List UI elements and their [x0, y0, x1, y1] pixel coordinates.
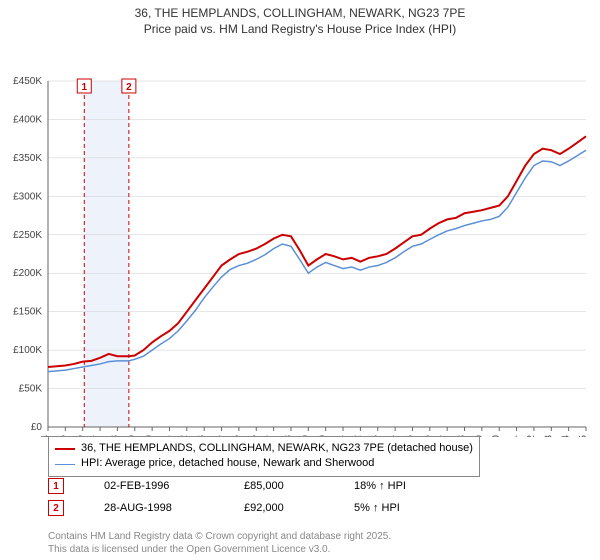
footer-line-1: Contains HM Land Registry data © Crown c…	[48, 530, 391, 543]
y-tick-label: £350K	[13, 153, 42, 164]
y-tick-label: £50K	[19, 384, 43, 395]
attribution-footer: Contains HM Land Registry data © Crown c…	[48, 530, 391, 556]
legend-box: 36, THE HEMPLANDS, COLLINGHAM, NEWARK, N…	[48, 436, 480, 477]
sale-price: £85,000	[244, 480, 314, 492]
sale-price: £92,000	[244, 502, 314, 514]
sale-delta: 18% ↑ HPI	[354, 480, 406, 492]
y-tick-label: £400K	[13, 115, 42, 126]
legend-row: 36, THE HEMPLANDS, COLLINGHAM, NEWARK, N…	[55, 441, 473, 456]
y-tick-label: £100K	[13, 345, 42, 356]
x-tick-label: 2021	[509, 435, 520, 437]
x-tick-label: 2022	[526, 435, 537, 437]
legend-row: HPI: Average price, detached house, Newa…	[55, 456, 473, 471]
sale-date: 28-AUG-1998	[104, 502, 204, 514]
legend-label: HPI: Average price, detached house, Newa…	[81, 456, 374, 471]
y-tick-label: £450K	[13, 76, 42, 87]
title-line-1: 36, THE HEMPLANDS, COLLINGHAM, NEWARK, N…	[0, 6, 600, 22]
legend-label: 36, THE HEMPLANDS, COLLINGHAM, NEWARK, N…	[81, 441, 473, 456]
y-tick-label: £300K	[13, 192, 42, 203]
legend-swatch	[55, 464, 75, 465]
x-tick-label: 2020	[491, 435, 502, 437]
sale-marker-icon: 2	[48, 500, 64, 516]
sale-row: 2 28-AUG-1998 £92,000 5% ↑ HPI	[48, 500, 400, 516]
chart-svg: £0 £50K £100K £150K £200K £250K £300K £350K £400…	[0, 37, 600, 437]
sale-row: 1 02-FEB-1996 £85,000 18% ↑ HPI	[48, 478, 406, 494]
legend-swatch	[55, 448, 75, 450]
y-tick-label: £200K	[13, 268, 42, 279]
footer-line-2: This data is licensed under the Open Gov…	[48, 543, 391, 556]
chart-container: 36, THE HEMPLANDS, COLLINGHAM, NEWARK, N…	[0, 0, 600, 560]
sale-delta: 5% ↑ HPI	[354, 502, 400, 514]
x-tick-label: 2024	[561, 435, 572, 437]
chart-titles: 36, THE HEMPLANDS, COLLINGHAM, NEWARK, N…	[0, 0, 600, 37]
title-line-2: Price paid vs. HM Land Registry's House …	[0, 22, 600, 38]
y-tick-label: £150K	[13, 307, 42, 318]
y-tick-label: £250K	[13, 230, 42, 241]
y-tick-label: £0	[31, 422, 43, 433]
shaded-region	[84, 81, 129, 427]
x-tick-label: 2025	[578, 435, 589, 437]
sale-marker-icon: 1	[48, 478, 64, 494]
sale-marker-num: 1	[81, 82, 87, 93]
sale-date: 02-FEB-1996	[104, 480, 204, 492]
x-tick-label: 2023	[543, 435, 554, 437]
sale-marker-num: 2	[126, 82, 132, 93]
